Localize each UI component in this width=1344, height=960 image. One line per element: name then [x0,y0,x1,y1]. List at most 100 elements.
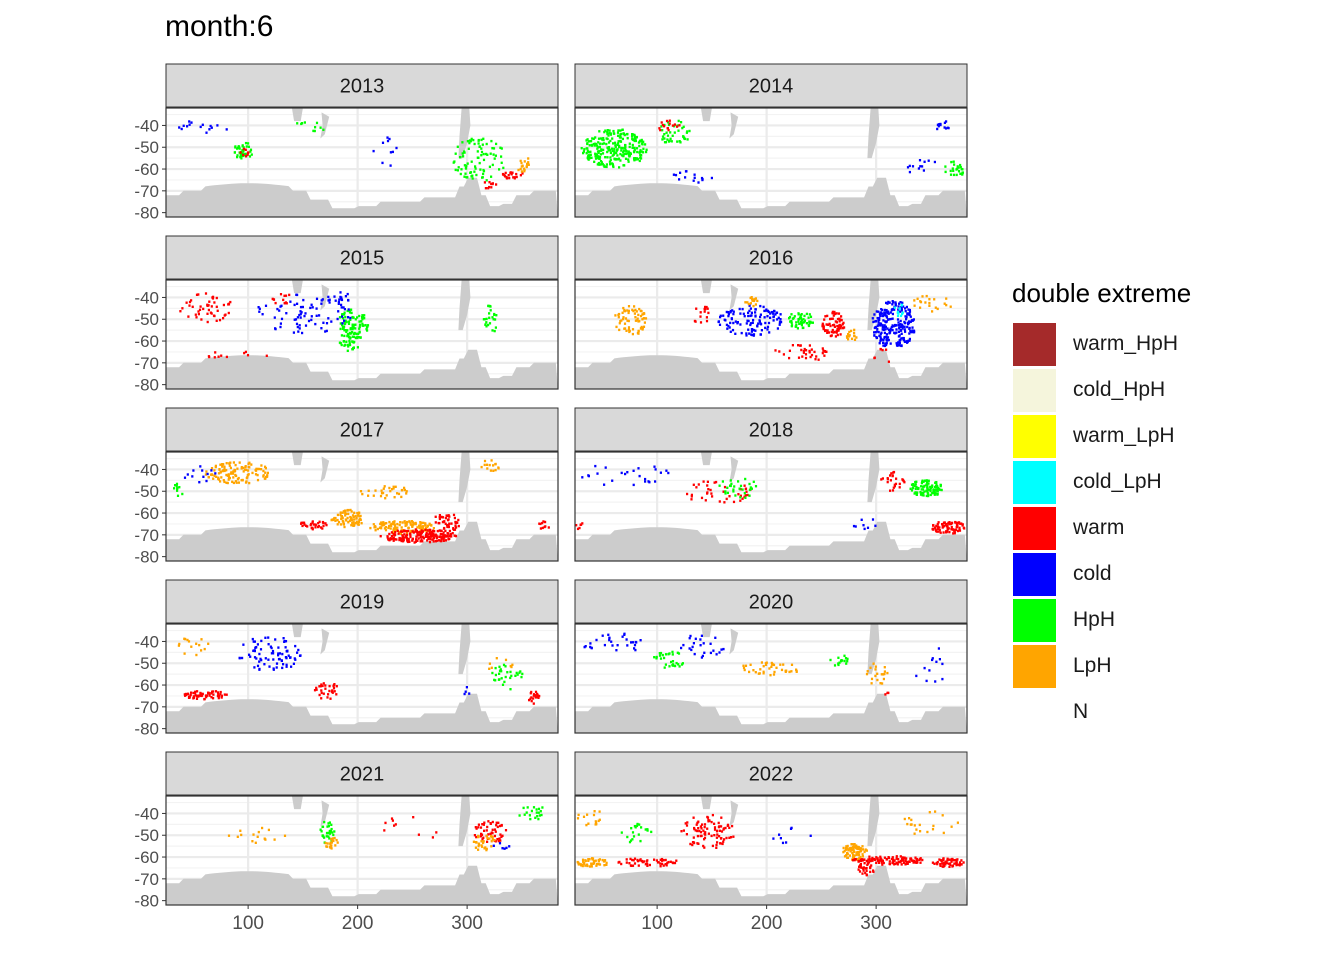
heat-cell [596,146,599,149]
heat-cell [893,483,896,486]
heat-cell [586,142,589,145]
heat-cell [388,538,391,541]
heat-cell [498,665,501,668]
heat-cell [632,859,635,862]
heat-cell [324,522,327,525]
heat-cell [636,331,639,335]
heat-cell [247,142,250,145]
heat-cell [883,666,886,669]
heat-cell [884,320,887,323]
heat-cell [746,301,749,304]
heat-cell [599,160,603,163]
heat-cell [624,327,627,330]
heat-cell [220,476,223,479]
heat-cell [824,350,827,353]
heat-cell [636,157,639,160]
heat-cell [851,846,854,849]
heat-cell [532,694,535,697]
heat-cell [499,668,502,671]
heat-cell [500,155,503,158]
heat-cell [332,687,336,690]
heat-cell [802,350,805,353]
heat-cell [640,139,643,143]
heat-cell [355,520,358,523]
heat-cell [961,172,964,176]
heat-cell [635,824,639,828]
heat-cell [655,655,658,659]
heat-cell [604,129,607,132]
heat-cell [639,149,642,152]
heat-cell [919,861,922,864]
heat-cell [221,469,224,473]
heat-cell [486,837,489,840]
heat-cell [960,859,963,862]
heat-cell [243,351,246,355]
heat-cell [659,651,663,655]
heat-cell [730,317,733,320]
heat-cell [329,842,332,845]
heat-cell [911,326,914,329]
heat-cell [780,668,784,672]
heat-cell [717,320,720,323]
heat-cell [904,315,907,318]
heat-cell [871,859,874,862]
heat-cell [750,314,753,317]
heat-cell [482,172,485,176]
heat-cell [718,323,722,326]
heat-cell [616,143,619,146]
heat-cell [576,817,580,820]
heat-cell [367,489,370,492]
new-zealand-land [320,800,330,827]
heat-cell [596,862,599,866]
heat-cell [186,638,189,642]
heat-cell [602,137,605,140]
heat-cell [868,857,871,861]
heat-cell [766,315,769,318]
heat-cell [424,523,427,526]
heat-cell [618,322,621,325]
heat-cell [519,159,522,163]
heat-cell [883,312,887,315]
heat-cell [837,662,840,665]
heat-cell [403,530,406,533]
heat-cell [956,525,959,528]
heat-cell [845,662,848,665]
heat-cell [690,495,693,498]
heat-cell [447,537,450,541]
panel-border [165,623,559,734]
heat-cell [593,144,596,147]
heat-cell [242,146,245,149]
heat-cell [485,847,488,851]
heat-cell [380,489,383,492]
heat-cell [338,316,342,319]
heat-cell [881,325,884,329]
heat-cell [627,326,631,329]
heat-cell [205,479,208,483]
heat-cell [882,338,885,342]
heat-cell [906,822,909,826]
heat-cell [829,317,832,321]
heat-cell [895,342,898,345]
heat-cell [641,860,644,864]
heat-cell [760,329,763,332]
heat-cell [247,462,250,465]
heat-cell [474,846,477,849]
heat-cell [853,328,856,332]
heat-cell [913,299,916,302]
heat-cell [948,530,951,534]
heat-cell [188,695,191,698]
heat-cell [242,643,245,646]
heat-cell [493,313,496,316]
heat-cell [645,860,648,863]
heat-cell [342,523,345,526]
heat-cell [540,813,543,817]
heat-cell [361,314,364,317]
heat-cell [259,648,263,651]
heat-cell [732,500,736,504]
facet-strip-label: 2015 [340,248,385,270]
heat-cell [876,678,879,682]
heat-cell [441,533,444,536]
heat-cell [929,488,932,491]
heat-cell [728,326,731,329]
heat-cell [867,861,871,864]
